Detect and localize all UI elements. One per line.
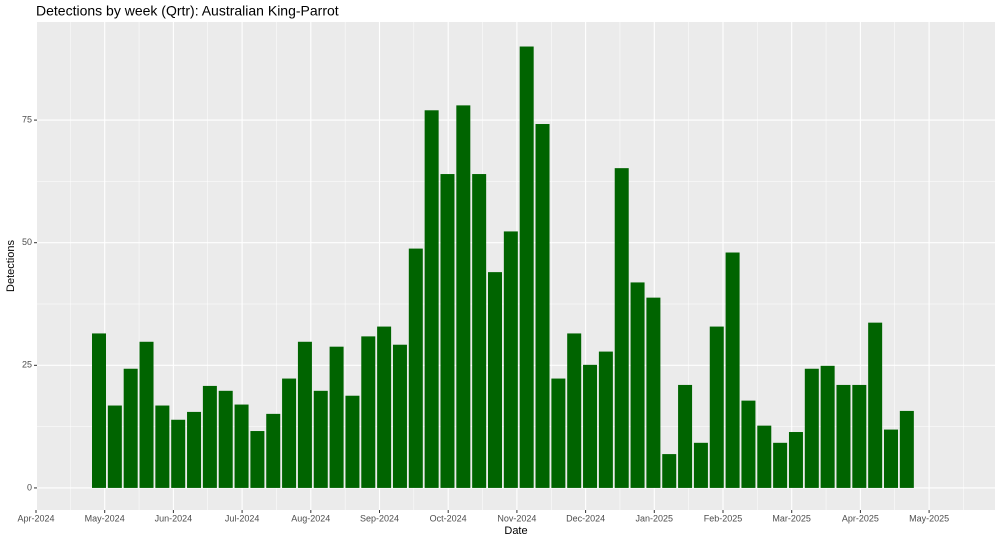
bar bbox=[123, 368, 138, 488]
bar bbox=[345, 395, 360, 488]
chart-title: Detections by week (Qrtr): Australian Ki… bbox=[36, 3, 339, 19]
x-tick-label: Jun-2024 bbox=[155, 513, 193, 523]
bar bbox=[646, 297, 661, 488]
bar bbox=[868, 322, 883, 488]
x-tick-label: Mar-2025 bbox=[772, 513, 811, 523]
x-tick-label: May-2025 bbox=[909, 513, 949, 523]
bar bbox=[440, 174, 455, 488]
bar bbox=[757, 425, 772, 488]
y-tick-label: 0 bbox=[27, 482, 32, 492]
bar bbox=[250, 431, 265, 488]
bar bbox=[725, 252, 740, 488]
bar bbox=[456, 105, 471, 488]
bar bbox=[614, 168, 629, 488]
bar bbox=[773, 442, 788, 488]
bar bbox=[567, 333, 582, 488]
bar bbox=[202, 385, 217, 488]
y-tick-label: 25 bbox=[22, 360, 32, 370]
bar bbox=[820, 365, 835, 488]
bar bbox=[472, 174, 487, 488]
x-tick-label: Dec-2024 bbox=[566, 513, 605, 523]
bar bbox=[583, 364, 598, 488]
bar bbox=[741, 400, 756, 488]
bar bbox=[155, 405, 170, 488]
bar bbox=[297, 341, 312, 488]
x-tick-label: Jul-2024 bbox=[225, 513, 260, 523]
bar bbox=[313, 390, 328, 488]
bar bbox=[709, 326, 724, 488]
bar bbox=[107, 405, 122, 488]
y-tick-label: 75 bbox=[22, 114, 32, 124]
x-tick-label: Aug-2024 bbox=[291, 513, 330, 523]
x-tick-label: Apr-2025 bbox=[842, 513, 879, 523]
x-tick-label: Jan-2025 bbox=[636, 513, 674, 523]
bar bbox=[630, 282, 645, 488]
bar bbox=[693, 442, 708, 488]
bar bbox=[678, 384, 693, 488]
bar bbox=[551, 378, 566, 488]
x-tick-label: Nov-2024 bbox=[497, 513, 536, 523]
bar bbox=[488, 272, 502, 488]
bar bbox=[234, 404, 249, 488]
bar bbox=[788, 432, 803, 488]
x-tick-label: Oct-2024 bbox=[430, 513, 467, 523]
bar bbox=[377, 326, 392, 488]
bar bbox=[662, 454, 677, 488]
bar bbox=[139, 341, 154, 488]
bar bbox=[519, 46, 534, 488]
bar bbox=[187, 411, 202, 488]
x-tick-label: Feb-2025 bbox=[704, 513, 743, 523]
y-axis-title: Detections bbox=[5, 240, 17, 292]
bar bbox=[392, 344, 407, 488]
bar bbox=[361, 336, 376, 488]
bar bbox=[503, 231, 518, 488]
bar bbox=[535, 124, 550, 488]
bar bbox=[329, 346, 344, 488]
bar bbox=[836, 384, 851, 488]
bar bbox=[804, 368, 819, 488]
x-axis-title: Date bbox=[504, 525, 527, 537]
x-tick-label: Apr-2024 bbox=[17, 513, 54, 523]
bar bbox=[884, 429, 898, 488]
x-tick-label: Sep-2024 bbox=[360, 513, 399, 523]
y-tick-label: 50 bbox=[22, 237, 32, 247]
bar bbox=[218, 390, 233, 488]
bar bbox=[408, 248, 423, 488]
bar bbox=[899, 410, 914, 488]
bar bbox=[852, 384, 867, 488]
x-tick-label: May-2024 bbox=[85, 513, 125, 523]
bar bbox=[598, 351, 613, 488]
bar bbox=[171, 419, 186, 488]
bar bbox=[282, 378, 297, 488]
bar bbox=[424, 110, 439, 488]
bar bbox=[266, 413, 281, 488]
bar bbox=[92, 333, 106, 488]
